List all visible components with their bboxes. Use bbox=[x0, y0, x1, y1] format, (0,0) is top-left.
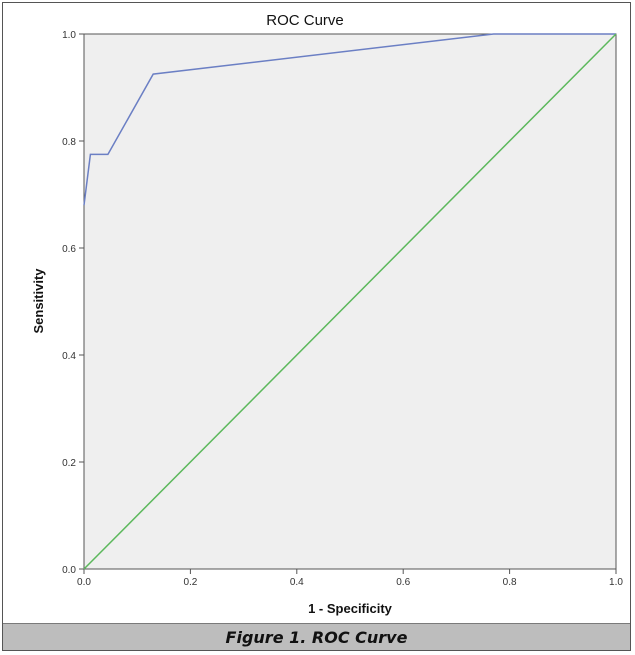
y-tick-label: 0.2 bbox=[62, 458, 76, 469]
roc-curve-line bbox=[83, 33, 616, 206]
x-axis-ticks: 0.0 0.2 0.4 0.6 0.8 1.0 bbox=[77, 569, 623, 588]
reference-line bbox=[83, 33, 617, 570]
y-tick-label: 1.0 bbox=[62, 30, 76, 41]
x-tick-label: 0.0 bbox=[77, 577, 91, 588]
chart-title: ROC Curve bbox=[266, 12, 344, 29]
figure-caption: Figure 1. ROC Curve bbox=[225, 627, 408, 647]
y-tick-label: 0.8 bbox=[62, 137, 76, 148]
roc-chart: 0.0 0.2 0.4 0.6 0.8 1.0 0.0 0.2 0.4 0.6 0.8 1.0 RO… bbox=[31, 12, 623, 616]
y-axis-label: Sensitivity bbox=[31, 268, 46, 334]
x-tick-label: 0.8 bbox=[503, 577, 517, 588]
x-tick-label: 1.0 bbox=[609, 577, 623, 588]
x-tick-label: 0.6 bbox=[396, 577, 410, 588]
y-tick-label: 0.0 bbox=[62, 565, 76, 576]
y-tick-label: 0.6 bbox=[62, 244, 76, 255]
y-axis-ticks: 0.0 0.2 0.4 0.6 0.8 1.0 bbox=[62, 30, 84, 576]
x-axis-label: 1 - Specificity bbox=[308, 601, 393, 616]
y-tick-label: 0.4 bbox=[62, 351, 76, 362]
caption-bar: Figure 1. ROC Curve bbox=[3, 623, 630, 650]
x-tick-label: 0.4 bbox=[290, 577, 304, 588]
series-group bbox=[83, 33, 617, 570]
x-tick-label: 0.2 bbox=[183, 577, 197, 588]
